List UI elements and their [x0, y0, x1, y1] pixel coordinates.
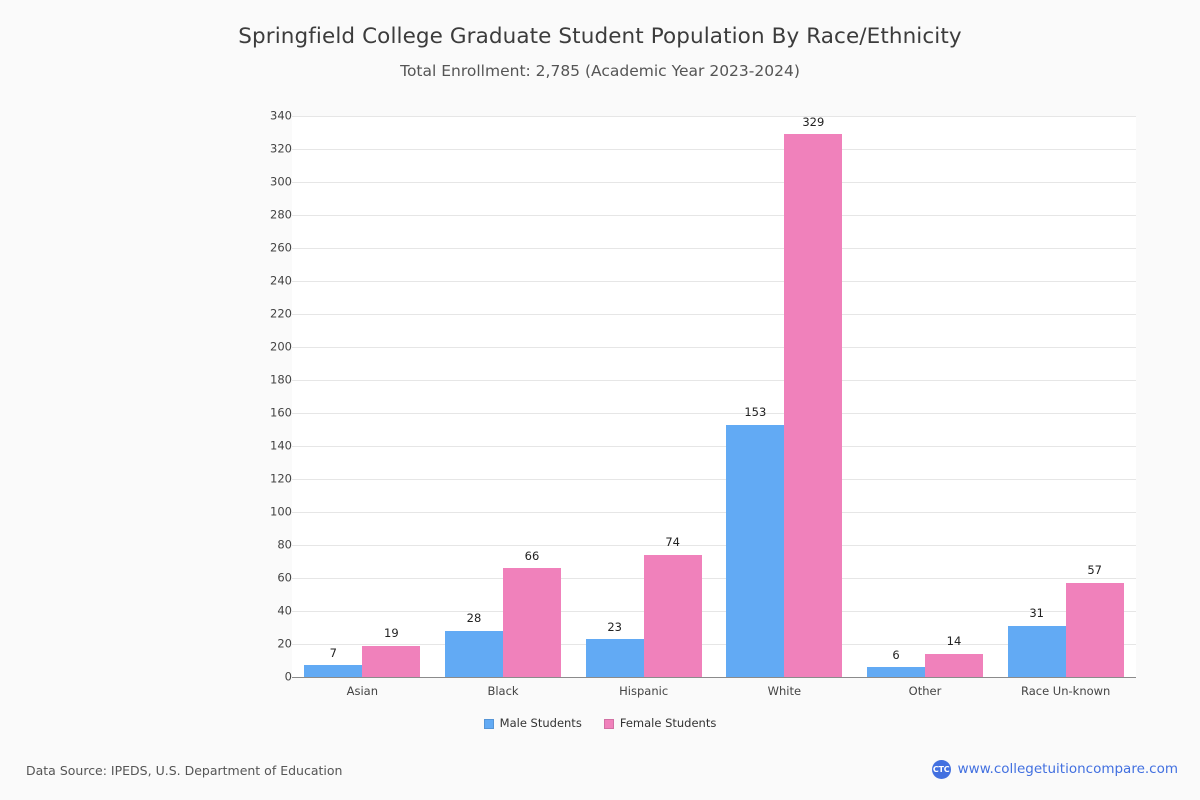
bar-group: 28 66 [445, 116, 561, 677]
x-axis-tick-label: Black [487, 684, 519, 698]
gridline [292, 281, 1136, 282]
x-axis-tick-label: Hispanic [619, 684, 669, 698]
bar-value-label: 66 [524, 548, 540, 563]
plot-area [292, 116, 1136, 678]
y-axis-tick-label: 80 [277, 537, 292, 552]
chart-footer: Data Source: IPEDS, U.S. Department of E… [0, 760, 1200, 786]
chart-legend: Male Students Female Students [0, 716, 1200, 730]
ctc-logo-icon: CTC [931, 760, 951, 779]
y-axis-tick-label: 200 [270, 339, 292, 354]
legend-item[interactable]: Male Students [483, 716, 582, 730]
bar-value-label: 153 [744, 405, 767, 420]
chart-subtitle: Total Enrollment: 2,785 (Academic Year 2… [400, 61, 800, 80]
y-axis-tick-label: 120 [270, 471, 292, 486]
gridline [292, 545, 1136, 546]
legend-swatch-icon [603, 718, 614, 729]
bar-value-label: 19 [384, 626, 399, 641]
y-axis-tick-label: 140 [270, 438, 292, 453]
bar-female[interactable] [362, 645, 421, 677]
bar-male[interactable] [445, 630, 503, 677]
y-axis-tick-label: 340 [270, 108, 292, 123]
y-axis-tick-label: 280 [270, 207, 292, 222]
gridline [292, 479, 1136, 480]
brand-watermark[interactable]: CTC www.collegetuitioncompare.com [931, 760, 1178, 779]
legend-item[interactable]: Female Students [603, 716, 717, 730]
y-axis-tick-label: 300 [270, 174, 292, 189]
x-axis-tick-label: Race Un-known [1020, 684, 1111, 698]
data-source-text: Data Source: IPEDS, U.S. Department of E… [26, 763, 343, 778]
bar-value-label: 329 [802, 114, 825, 129]
bar-female[interactable] [925, 653, 983, 677]
y-axis-tick-label: 100 [270, 504, 292, 519]
y-axis-tick-label: 40 [277, 603, 292, 618]
gridline [292, 446, 1136, 447]
gridline [292, 116, 1136, 117]
gridline [292, 248, 1136, 249]
bar-male[interactable] [304, 665, 363, 677]
bars-layer: 7 19 28 66 23 74 153 329 6 14 31 57 [292, 116, 1136, 677]
gridline [292, 215, 1136, 216]
x-axis-tick-label: Asian [346, 684, 379, 698]
bar-male[interactable] [867, 667, 925, 677]
gridline [292, 182, 1136, 183]
bar-value-label: 31 [1029, 606, 1044, 621]
brand-url-link[interactable]: www.collegetuitioncompare.com [957, 761, 1178, 778]
bar-group: 153 329 [726, 114, 843, 677]
x-axis-tick-label: White [767, 684, 802, 698]
gridline [292, 578, 1136, 579]
bar-male[interactable] [585, 639, 644, 677]
chart-plot-region: 0 20 40 60 80 100 120 140 160 180 200 220 240 260 280 3… [0, 108, 1200, 684]
gridline [292, 347, 1136, 348]
y-axis-tick-label: 180 [270, 372, 292, 387]
gridline [292, 611, 1136, 612]
chart-header: Springfield College Graduate Student Pop… [0, 0, 1200, 80]
bar-female[interactable] [784, 134, 843, 677]
bar-male[interactable] [726, 424, 785, 677]
legend-label: Male Students [499, 716, 582, 730]
bar-female[interactable] [1065, 582, 1124, 677]
y-axis-tick-label: 60 [277, 570, 292, 585]
bar-value-label: 7 [329, 645, 337, 660]
bar-male[interactable] [1007, 625, 1066, 677]
bar-value-label: 6 [892, 647, 900, 662]
y-axis-tick-label: 160 [270, 405, 292, 420]
y-axis-tick-label: 220 [270, 306, 292, 321]
y-axis-tick-label: 240 [270, 273, 292, 288]
gridline [292, 413, 1136, 414]
x-axis-tick-labels: Asian Black Hispanic White Other Race Un-know… [292, 684, 1136, 704]
bar-group: 31 57 [1007, 116, 1124, 677]
bar-value-label: 74 [665, 535, 680, 550]
gridline [292, 644, 1136, 645]
gridline [292, 149, 1136, 150]
bar-female[interactable] [643, 554, 702, 677]
gridline [292, 314, 1136, 315]
bar-value-label: 57 [1087, 563, 1102, 578]
bar-group: 7 19 [304, 116, 421, 677]
bar-group: 6 14 [867, 116, 983, 677]
y-axis-tick-label: 260 [270, 240, 292, 255]
y-axis-tick-label: 320 [270, 141, 292, 156]
y-axis-tick-label: 20 [277, 636, 292, 651]
gridline [292, 380, 1136, 381]
y-axis-tick-label: 0 [284, 669, 292, 684]
gridline [292, 512, 1136, 513]
bar-value-label: 23 [607, 619, 622, 634]
legend-label: Female Students [619, 716, 717, 730]
legend-swatch-icon [483, 718, 494, 729]
bar-value-label: 28 [466, 611, 482, 626]
page-title: Springfield College Graduate Student Pop… [238, 24, 962, 49]
bar-group: 23 74 [585, 116, 702, 677]
x-axis-tick-label: Other [908, 684, 942, 698]
bar-female[interactable] [503, 568, 561, 677]
bar-value-label: 14 [946, 634, 962, 649]
